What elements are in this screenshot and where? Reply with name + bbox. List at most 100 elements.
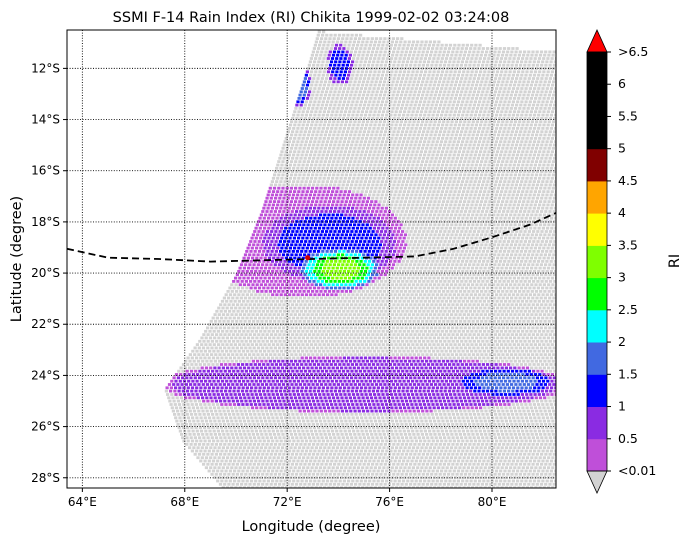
swath-pixel — [376, 180, 380, 183]
swath-pixel — [363, 127, 368, 130]
swath-pixel — [398, 276, 402, 280]
swath-pixel — [338, 60, 342, 64]
swath-pixel — [524, 180, 528, 183]
swath-pixel — [519, 220, 523, 223]
swath-pixel — [383, 210, 387, 213]
swath-pixel — [349, 253, 353, 257]
swath-pixel — [524, 260, 528, 263]
swath-pixel — [355, 100, 359, 104]
swath-pixel — [480, 233, 484, 237]
swath-pixel — [327, 173, 332, 177]
swath-pixel — [437, 173, 441, 177]
swath-pixel — [305, 137, 309, 140]
swath-pixel — [356, 276, 360, 280]
swath-pixel — [419, 163, 423, 167]
swath-pixel — [319, 186, 323, 190]
swath-pixel — [529, 110, 533, 114]
swath-pixel — [292, 216, 296, 220]
swath-pixel — [516, 176, 521, 180]
swath-pixel — [488, 93, 492, 97]
swath-pixel — [510, 103, 514, 107]
swath-pixel — [411, 150, 415, 154]
swath-pixel — [416, 93, 420, 97]
swath-pixel — [392, 77, 396, 80]
swath-pixel — [302, 133, 306, 137]
swath-pixel — [437, 223, 441, 227]
swath-pixel — [522, 233, 526, 237]
swath-pixel — [438, 143, 442, 147]
swath-pixel — [497, 243, 501, 247]
swath-pixel — [361, 186, 365, 190]
swath-pixel — [543, 200, 547, 203]
swath-pixel — [423, 226, 427, 230]
swath-pixel — [506, 273, 510, 277]
swath-pixel — [454, 53, 458, 57]
swath-pixel — [518, 210, 523, 213]
swath-pixel — [260, 253, 264, 257]
swath-pixel — [299, 240, 304, 243]
swath-pixel — [438, 170, 442, 173]
swath-pixel — [440, 100, 444, 104]
swath-pixel — [517, 223, 521, 227]
swath-pixel — [366, 63, 371, 67]
swath-pixel — [467, 146, 471, 150]
swath-pixel — [527, 156, 531, 160]
swath-pixel — [446, 233, 450, 237]
swath-pixel — [418, 60, 422, 64]
swath-pixel — [530, 67, 534, 70]
swath-pixel — [398, 236, 402, 240]
swath-pixel — [363, 250, 367, 253]
swath-pixel — [394, 137, 398, 140]
swath-pixel — [356, 97, 360, 100]
swath-pixel — [321, 166, 325, 170]
swath-pixel — [344, 283, 348, 287]
swath-pixel — [394, 163, 398, 167]
swath-pixel — [397, 60, 401, 64]
swath-pixel — [370, 93, 374, 97]
swath-pixel — [331, 53, 336, 57]
swath-pixel — [524, 250, 528, 253]
swath-pixel — [528, 180, 532, 183]
swath-pixel — [522, 107, 526, 110]
swath-pixel — [436, 276, 440, 280]
swath-pixel — [304, 73, 308, 77]
swath-pixel — [487, 110, 491, 114]
swath-pixel — [413, 230, 417, 233]
swath-pixel — [350, 280, 354, 283]
swath-pixel — [494, 166, 498, 170]
swath-pixel — [530, 243, 535, 247]
swath-pixel — [271, 270, 275, 273]
swath-pixel — [336, 133, 340, 137]
swath-pixel — [534, 123, 538, 127]
swath-pixel — [405, 103, 409, 107]
swath-pixel — [440, 70, 445, 74]
swath-pixel — [460, 90, 464, 94]
swath-pixel — [446, 160, 450, 163]
swath-pixel — [359, 33, 363, 37]
swath-pixel — [380, 280, 384, 283]
swath-pixel — [335, 246, 339, 250]
swath-pixel — [487, 266, 491, 270]
swath-pixel — [403, 256, 407, 260]
swath-pixel — [382, 186, 386, 190]
swath-pixel — [370, 120, 374, 124]
swath-pixel — [398, 83, 403, 87]
swath-pixel — [466, 163, 470, 167]
swath-pixel — [510, 156, 514, 160]
swath-pixel — [492, 133, 496, 137]
swath-pixel — [442, 210, 446, 213]
swath-pixel — [503, 100, 507, 104]
swath-pixel — [282, 210, 286, 213]
swath-pixel — [322, 30, 326, 34]
swath-pixel — [483, 57, 487, 60]
swath-pixel — [310, 137, 314, 140]
swath-pixel — [333, 117, 337, 120]
swath-pixel — [284, 137, 288, 140]
swath-pixel — [367, 260, 372, 263]
swath-pixel — [515, 230, 519, 233]
swath-pixel — [295, 273, 299, 277]
swath-pixel — [368, 100, 372, 104]
swath-pixel — [344, 133, 349, 137]
swath-pixel — [357, 53, 361, 57]
swath-pixel — [503, 87, 507, 90]
